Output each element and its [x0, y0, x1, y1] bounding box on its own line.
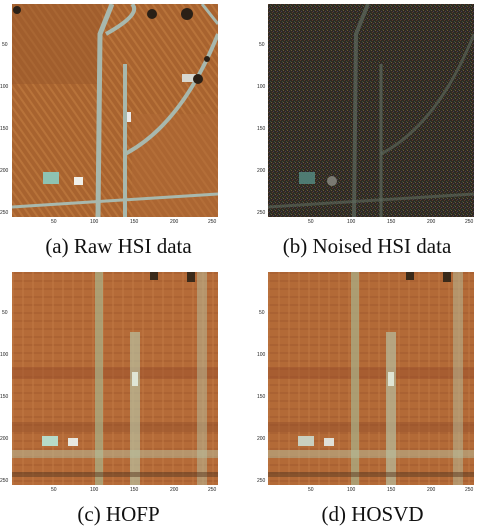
y-tick: 200 [0, 436, 9, 442]
y-tick: 250 [257, 478, 266, 484]
x-tick: 150 [130, 219, 139, 225]
noised-hsi-image [268, 4, 474, 217]
caption-raw-hsi: (a) Raw HSI data [45, 234, 192, 258]
y-tick: 50 [259, 42, 265, 48]
x-tick: 250 [208, 219, 217, 225]
caption-noised-hsi: (b) Noised HSI data [282, 234, 452, 258]
y-tick: 100 [257, 84, 266, 90]
y-tick: 250 [257, 210, 266, 216]
raw-hsi-image [12, 4, 218, 217]
y-tick: 100 [257, 352, 266, 358]
x-tick: 250 [465, 487, 474, 493]
x-tick: 200 [170, 487, 179, 493]
y-tick: 100 [0, 84, 9, 90]
x-tick: 100 [90, 487, 99, 493]
hofp-image [12, 272, 218, 485]
x-tick: 50 [308, 487, 314, 493]
hosvd-image [268, 272, 474, 485]
x-tick: 100 [347, 219, 356, 225]
y-tick: 250 [0, 478, 9, 484]
x-tick: 100 [347, 487, 356, 493]
x-tick: 150 [130, 487, 139, 493]
x-tick: 150 [387, 219, 396, 225]
y-tick: 200 [257, 168, 266, 174]
x-tick: 100 [90, 219, 99, 225]
x-tick: 150 [387, 487, 396, 493]
caption-hofp: (c) HOFP [77, 502, 160, 526]
x-tick: 50 [308, 219, 314, 225]
y-tick: 250 [0, 210, 9, 216]
x-tick: 50 [51, 219, 57, 225]
x-tick: 250 [465, 219, 474, 225]
y-tick: 50 [2, 310, 8, 316]
y-tick: 150 [0, 394, 9, 400]
y-tick: 150 [257, 394, 266, 400]
y-tick: 50 [259, 310, 265, 316]
y-tick: 100 [0, 352, 9, 358]
y-tick: 200 [0, 168, 9, 174]
caption-hosvd: (d) HOSVD [321, 502, 424, 526]
y-tick: 150 [0, 126, 9, 132]
y-tick: 150 [257, 126, 266, 132]
x-tick: 250 [208, 487, 217, 493]
y-tick: 50 [2, 42, 8, 48]
y-tick: 200 [257, 436, 266, 442]
x-tick: 50 [51, 487, 57, 493]
x-tick: 200 [427, 219, 436, 225]
x-tick: 200 [427, 487, 436, 493]
x-tick: 200 [170, 219, 179, 225]
